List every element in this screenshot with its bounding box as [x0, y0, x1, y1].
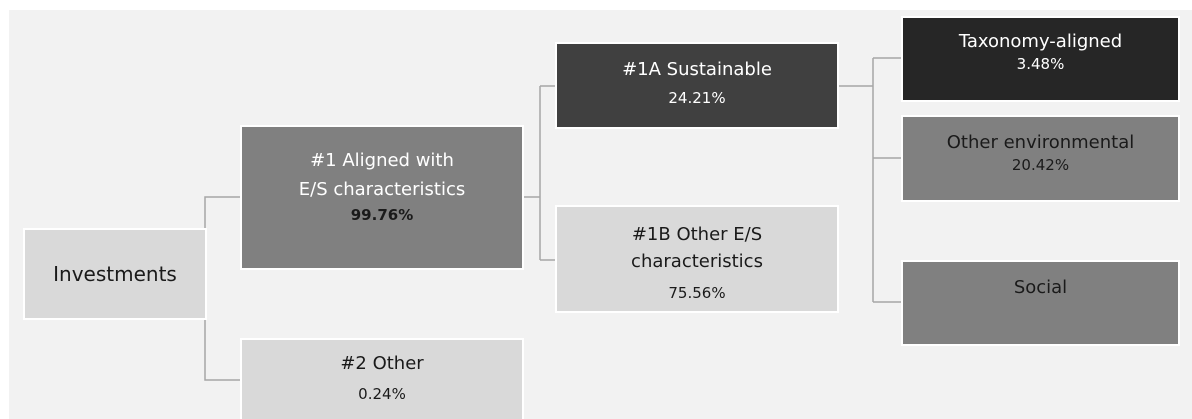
node-taxonomy-value: 3.48%	[1016, 55, 1065, 74]
node-other-environmental: Other environmental 20.42%	[901, 115, 1180, 202]
node-sustainable-value: 24.21%	[668, 89, 726, 108]
node-aligned-value: 99.76%	[350, 205, 414, 224]
connector-investments-aligned	[204, 196, 240, 230]
node-aligned-label-line2: E/S characteristics	[298, 179, 466, 201]
node-sustainable-label: #1A Sustainable	[622, 59, 772, 80]
connector-investments-other	[204, 318, 240, 381]
node-social-label: Social	[1013, 277, 1068, 298]
node-taxonomy-label: Taxonomy-aligned	[958, 31, 1123, 52]
node-investments: Investments	[23, 228, 207, 320]
node-taxonomy-aligned: Taxonomy-aligned 3.48%	[901, 16, 1180, 102]
node-other-value: 0.24%	[358, 385, 406, 404]
node-aligned: #1 Aligned with E/S characteristics 99.7…	[240, 125, 524, 270]
node-other-env-value: 20.42%	[1011, 156, 1070, 175]
node-other-env-label: Other environmental	[946, 132, 1135, 153]
node-other: #2 Other 0.24%	[240, 338, 524, 419]
node-other-es-label-line2: characteristics	[631, 251, 763, 273]
node-other-es-value: 75.56%	[668, 283, 726, 302]
node-investments-label: Investments	[53, 262, 177, 286]
node-other-es: #1B Other E/S characteristics 75.56%	[555, 205, 839, 313]
node-aligned-label-line1: #1 Aligned with	[310, 150, 454, 171]
node-sustainable: #1A Sustainable 24.21%	[555, 42, 839, 129]
node-other-label: #2 Other	[340, 353, 424, 374]
node-social: Social	[901, 260, 1180, 346]
node-other-es-label-line1: #1B Other E/S	[631, 224, 763, 245]
